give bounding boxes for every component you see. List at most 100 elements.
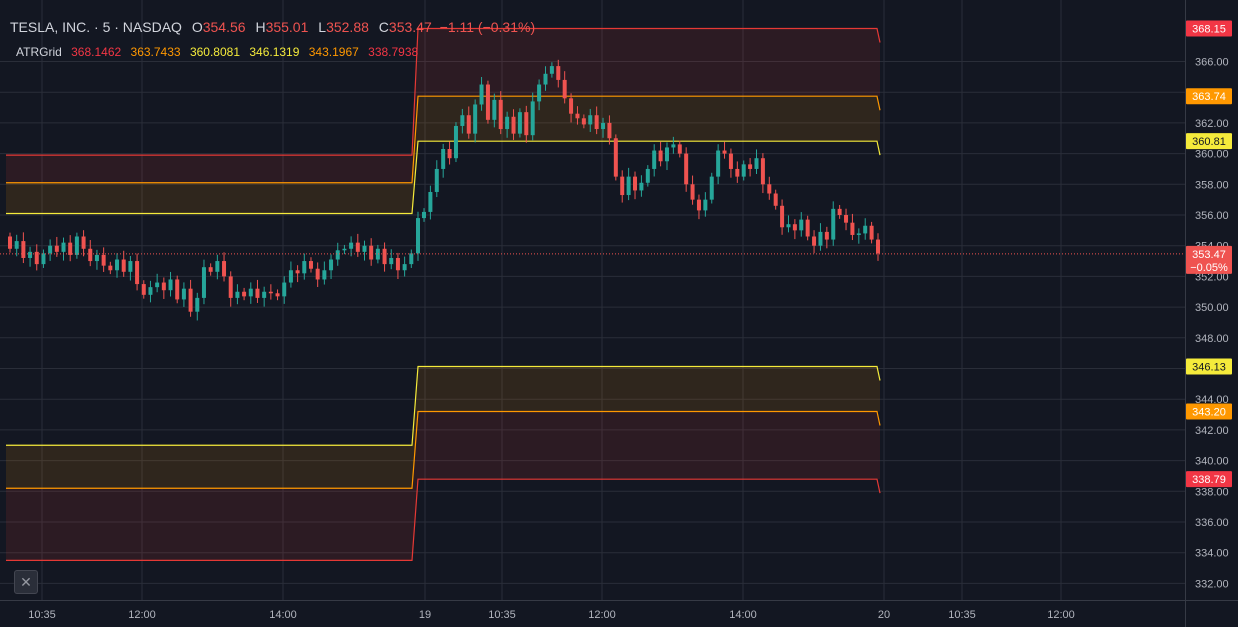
candle-body <box>389 257 394 265</box>
price-tag <box>1186 471 1232 488</box>
candle-body <box>28 251 33 258</box>
candle-body <box>308 261 313 269</box>
candle-body <box>175 279 180 300</box>
candle-body <box>121 259 126 272</box>
candle-body <box>248 288 253 297</box>
candle-body <box>88 248 93 262</box>
last-price-label: 353.47 <box>1192 249 1226 261</box>
indicator-value-upper-yellow: 360.8081 <box>189 45 240 59</box>
symbol-legend: TESLA, INC. · 5 · NASDAQ O354.56 H355.01… <box>10 19 535 35</box>
atr-line-upper-yellow <box>6 140 881 215</box>
candle-body <box>517 112 522 134</box>
open-value: 354.56 <box>202 19 246 35</box>
x-tick-label: 20 <box>878 609 890 621</box>
atr-line-lower-yellow <box>6 365 881 446</box>
candle-body <box>14 241 19 249</box>
candle-body <box>786 224 791 228</box>
candle-body <box>422 211 426 219</box>
candle-body <box>460 115 465 126</box>
candle-body <box>141 284 146 295</box>
candle-body <box>709 176 714 200</box>
candle-body <box>395 257 400 271</box>
price-tag <box>1186 88 1232 105</box>
candle-body <box>754 158 759 169</box>
candle-body <box>375 248 380 260</box>
candle-body <box>155 282 160 288</box>
x-tick-label: 10:35 <box>28 609 56 621</box>
high-label: H <box>255 19 266 35</box>
candle-body <box>329 259 334 271</box>
open-label: O <box>191 19 203 35</box>
y-tick-label: 358.00 <box>1195 179 1229 191</box>
y-tick-label: 336.00 <box>1195 517 1229 529</box>
atr-line-upper-red <box>6 27 881 156</box>
y-tick-label: 350.00 <box>1195 302 1229 314</box>
indicator-name[interactable]: ATRGrid <box>16 45 62 59</box>
candle-body <box>74 236 79 255</box>
y-tick-label: 352.00 <box>1195 271 1229 283</box>
candle-body <box>335 250 340 260</box>
price-tag-label: 343.20 <box>1192 406 1226 418</box>
candle-body <box>94 254 99 262</box>
indicator-value-upper-red: 368.1462 <box>71 45 122 59</box>
candle-body <box>876 239 880 254</box>
candle-body <box>607 122 612 139</box>
candle-body <box>195 297 200 312</box>
y-tick-label: 362.00 <box>1195 118 1229 130</box>
candle-body <box>696 199 701 211</box>
price-tag-label: 360.81 <box>1192 136 1226 148</box>
candle-body <box>549 66 554 74</box>
candle-body <box>863 225 868 234</box>
candle-body <box>728 153 733 169</box>
candle-body <box>295 270 300 274</box>
candle-body <box>262 291 267 298</box>
price-tag-label: 363.74 <box>1192 91 1226 103</box>
candle-body <box>148 287 153 295</box>
atr-band <box>6 96 880 214</box>
candle-body <box>242 291 247 297</box>
y-tick-label: 348.00 <box>1195 333 1229 345</box>
candle-body <box>434 168 439 192</box>
close-icon[interactable]: ✕ <box>14 570 38 594</box>
indicator-value-lower-yellow: 346.1319 <box>249 45 300 59</box>
candle-body <box>588 115 593 125</box>
candle-body <box>652 150 657 169</box>
candle-body <box>524 112 529 136</box>
candle-body <box>382 248 387 265</box>
y-tick-label: 340.00 <box>1195 456 1229 468</box>
candle-body <box>505 116 510 130</box>
candle-body <box>658 150 663 162</box>
candle-body <box>677 144 682 154</box>
candle-body <box>282 282 287 297</box>
candle-body <box>161 282 166 291</box>
candle-body <box>869 225 874 240</box>
candle-body <box>201 267 206 298</box>
low-value: 352.88 <box>326 19 369 35</box>
candle-body <box>812 236 817 246</box>
y-tick-label: 366.00 <box>1195 57 1229 69</box>
candle-body <box>222 261 227 277</box>
change-value: −1.11 (−0.31%) <box>439 19 536 35</box>
candle-body <box>645 168 650 183</box>
candle-body <box>479 84 484 105</box>
candle-body <box>402 264 407 271</box>
indicator-value-lower-orange: 343.1967 <box>308 45 359 59</box>
candle-body <box>441 148 446 169</box>
candle-body <box>315 268 320 280</box>
last-price-tag <box>1186 245 1232 274</box>
candle-body <box>792 224 797 231</box>
price-tag <box>1186 133 1232 150</box>
candle-body <box>492 99 497 120</box>
indicator-value-lower-red: 338.7938 <box>368 45 419 59</box>
price-tag <box>1186 358 1232 375</box>
candle-body <box>844 215 849 223</box>
candle-body <box>208 267 213 272</box>
candle-body <box>188 288 193 312</box>
atr-band <box>6 411 880 561</box>
candle-body <box>805 219 810 237</box>
candle-body <box>302 261 307 274</box>
x-tick-label: 12:00 <box>588 609 616 621</box>
candle-body <box>684 153 689 185</box>
symbol-title[interactable]: TESLA, INC. · 5 · NASDAQ <box>10 19 182 35</box>
